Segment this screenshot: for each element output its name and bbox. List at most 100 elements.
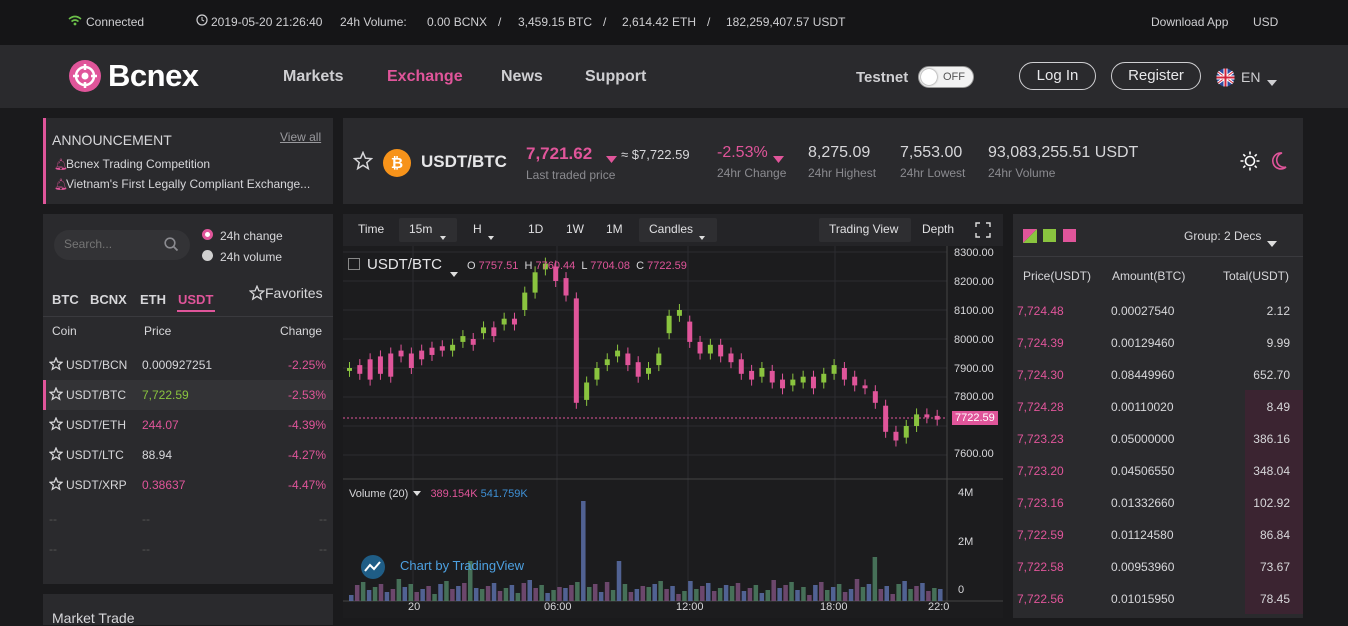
order-book-row[interactable]: 7,724.28 0.00110020 8.49 — [1013, 390, 1303, 422]
ask-total: 652.70 — [1253, 368, 1290, 382]
market-row[interactable]: USDT/LTC 88.94 -4.27% — [43, 440, 333, 470]
price-chart[interactable] — [343, 246, 1003, 618]
logo[interactable]: Bcnex — [68, 58, 218, 94]
nav-support[interactable]: Support — [585, 68, 647, 85]
fullscreen-icon[interactable] — [975, 222, 991, 243]
volume-bar — [462, 583, 467, 601]
interval-1m[interactable]: 1M — [606, 222, 623, 236]
volume-bar — [372, 587, 378, 601]
star-icon[interactable] — [248, 284, 266, 306]
candle-body — [450, 344, 456, 351]
market-row-selected[interactable]: USDT/BTC 7,722.59 -2.53% — [43, 380, 333, 410]
announcement-item[interactable]: Vietnam's First Legally Compliant Exchan… — [66, 177, 311, 191]
sun-icon[interactable] — [1240, 151, 1260, 176]
star-icon[interactable] — [48, 386, 64, 404]
placeholder: -- — [319, 512, 327, 526]
market-row[interactable]: USDT/BCN 0.000927251 -2.25% — [43, 350, 333, 380]
star-icon[interactable] — [48, 476, 64, 494]
h-dropdown[interactable]: H — [473, 222, 482, 236]
nav-markets[interactable]: Markets — [283, 68, 344, 85]
collapse-icon[interactable] — [348, 258, 360, 270]
tab-eth[interactable]: ETH — [140, 292, 166, 307]
group-dropdown[interactable]: Group: 2 Decs — [1184, 229, 1262, 243]
order-book-row[interactable]: 7,722.59 0.01124580 86.84 — [1013, 518, 1303, 550]
star-icon[interactable] — [48, 356, 64, 374]
time-axis-label: 20 — [408, 601, 421, 613]
star-icon[interactable] — [48, 446, 64, 464]
caret-down-icon[interactable] — [1267, 234, 1277, 252]
search-box[interactable] — [54, 230, 190, 260]
order-book-row[interactable]: 7,724.30 0.08449960 652.70 — [1013, 358, 1303, 390]
announcement-title: ANNOUNCEMENT — [52, 132, 172, 148]
volume-bar — [402, 587, 408, 601]
caret-down-icon[interactable] — [413, 491, 422, 496]
volume-bar — [866, 584, 872, 601]
book-mode-bids-icon[interactable] — [1043, 229, 1056, 242]
pair-title: USDT/BTC — [421, 152, 507, 171]
register-button[interactable]: Register — [1111, 62, 1201, 90]
candle-body — [347, 368, 352, 371]
login-button[interactable]: Log In — [1019, 62, 1096, 90]
interval-dropdown[interactable] — [399, 218, 457, 242]
placeholder: -- — [319, 542, 327, 556]
volume-bar — [735, 583, 741, 601]
trading-view-label[interactable]: Trading View — [829, 222, 899, 236]
order-book-row[interactable]: 7,724.39 0.00129460 9.99 — [1013, 326, 1303, 358]
tab-bcnx[interactable]: BCNX — [90, 292, 127, 307]
favorites-tab[interactable]: Favorites — [265, 285, 323, 301]
chart-type[interactable]: Candles — [649, 222, 694, 236]
view-all-link[interactable]: View all — [280, 130, 322, 144]
market-row[interactable]: USDT/ETH 244.07 -4.39% — [43, 410, 333, 440]
market-row[interactable]: USDT/XRP 0.38637 -4.47% — [43, 470, 333, 500]
usd-equivalent: ≈ $7,722.59 — [621, 147, 690, 162]
search-icon[interactable] — [164, 237, 179, 257]
language-selector[interactable]: EN — [1241, 69, 1261, 85]
nav-exchange[interactable]: Exchange — [387, 68, 463, 85]
volume-bar — [396, 579, 402, 601]
announcement-item[interactable]: Bcnex Trading Competition — [66, 157, 211, 171]
interval-value[interactable]: 15m — [409, 222, 433, 236]
order-book-row[interactable]: 7,723.20 0.04506550 348.04 — [1013, 454, 1303, 486]
order-book-row[interactable]: 7,724.48 0.00027540 2.12 — [1013, 294, 1303, 326]
ask-price: 7,724.48 — [1017, 304, 1064, 318]
caret-down-icon[interactable] — [488, 227, 494, 245]
selected-bar — [43, 380, 46, 410]
moon-icon[interactable] — [1270, 151, 1288, 176]
nav-news[interactable]: News — [501, 68, 543, 85]
volume-bar — [509, 585, 515, 601]
book-mode-both-icon[interactable] — [1023, 229, 1037, 248]
depth-tab[interactable]: Depth — [922, 222, 955, 236]
order-book-row[interactable]: 7,723.16 0.01332660 102.92 — [1013, 486, 1303, 518]
interval-1d[interactable]: 1D — [528, 222, 544, 236]
radio-24h-change[interactable] — [202, 229, 213, 240]
caret-down-icon[interactable] — [440, 227, 446, 245]
candle-body — [862, 385, 868, 389]
volume-bar — [366, 590, 372, 601]
order-book-row[interactable]: 7,722.56 0.01015950 78.45 — [1013, 582, 1303, 614]
volume-bar — [658, 581, 663, 601]
ask-price: 7,723.16 — [1017, 496, 1064, 510]
caret-down-icon[interactable] — [699, 227, 705, 245]
toggle-state: OFF — [943, 71, 965, 83]
volume-value-2: 541.759K — [480, 488, 528, 500]
radio-24h-volume[interactable] — [202, 250, 213, 261]
star-icon[interactable] — [48, 416, 64, 434]
caret-down-icon[interactable] — [450, 264, 458, 282]
interval-1w[interactable]: 1W — [566, 222, 584, 236]
book-mode-asks-icon[interactable] — [1063, 229, 1076, 242]
order-book-row[interactable]: 7,723.23 0.05000000 386.16 — [1013, 422, 1303, 454]
order-book-row[interactable]: 7,722.58 0.00953960 73.67 — [1013, 550, 1303, 582]
caret-down-icon[interactable] — [1267, 73, 1277, 91]
search-input[interactable] — [64, 237, 160, 251]
testnet-toggle[interactable]: OFF — [918, 66, 974, 88]
download-app-link[interactable]: Download App — [1151, 15, 1229, 29]
star-icon[interactable] — [352, 150, 374, 176]
candles-dropdown[interactable] — [639, 218, 717, 242]
volume-indicator-label[interactable]: Volume (20) — [349, 488, 409, 500]
candle-body — [676, 310, 682, 316]
trading-view-tab[interactable] — [819, 218, 911, 242]
tradingview-watermark[interactable]: Chart by TradingView — [400, 558, 525, 573]
currency-selector[interactable]: USD — [1253, 15, 1279, 29]
tab-btc[interactable]: BTC — [52, 292, 79, 307]
tab-usdt[interactable]: USDT — [178, 292, 214, 307]
